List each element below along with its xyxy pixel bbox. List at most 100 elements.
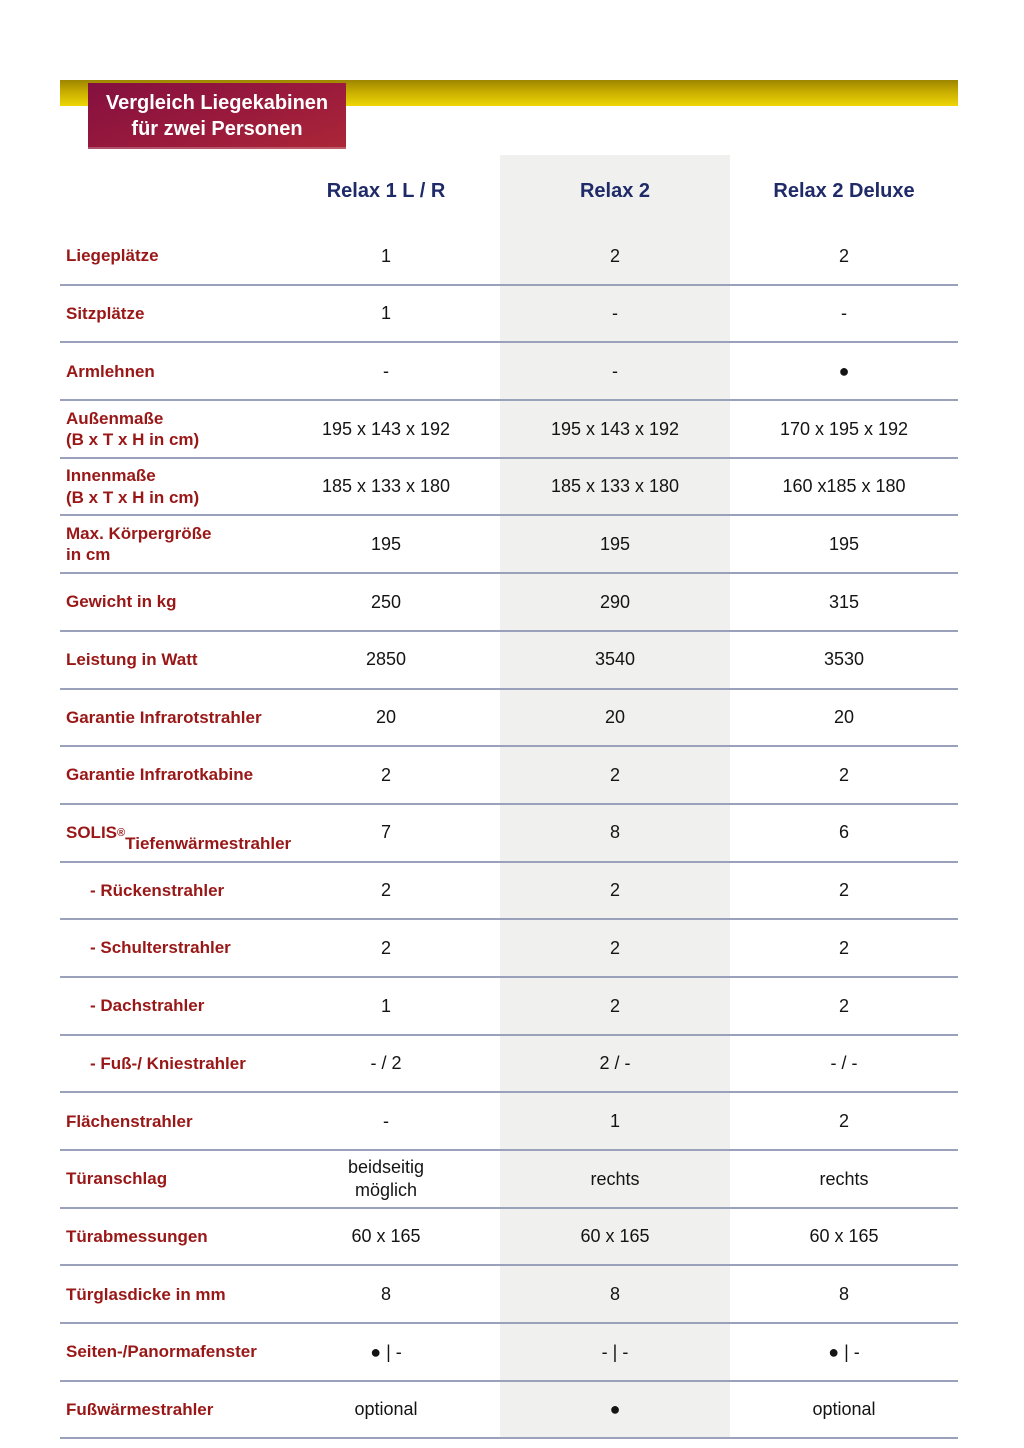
cell-value: 8 (500, 804, 730, 861)
row-label: Garantie Infrarotkabine (66, 765, 254, 785)
table-row: Türglasdicke in mm 8 8 8 (60, 1266, 958, 1325)
cell-value: rechts (500, 1151, 730, 1207)
cell-value: 6 (838, 822, 849, 843)
row-label: Max. Körpergröße in cm (66, 524, 212, 565)
cell-value: 2 (838, 1110, 849, 1131)
row-label: Leistung in Watt (66, 650, 198, 670)
row-label: - Schulterstrahler (90, 938, 231, 958)
row-label: Gewicht in kg (66, 592, 177, 612)
cell-value: 195 x 143 x 192 (321, 418, 451, 439)
table-row: - Rückenstrahler 2 2 2 (60, 862, 958, 921)
table-header-row: Relax 1 L / R Relax 2 Relax 2 Deluxe (60, 155, 958, 228)
table-row: Garantie Infrarotstrahler 20 20 20 (60, 689, 958, 748)
cell-value: 8 (838, 1283, 849, 1304)
row-label: Fußwärmestrahler (66, 1399, 214, 1419)
table-row: Leistung in Watt 2850 3540 3530 (60, 631, 958, 690)
cell-value: 2 (500, 977, 730, 1034)
row-label: Armlehnen (66, 361, 155, 381)
cell-value: 2850 (365, 649, 407, 670)
row-label: Türabmessungen (66, 1226, 208, 1246)
table-row: Türanschlag beidseitig möglich rechts recht… (60, 1151, 958, 1209)
table-row: Liegeplätze 1 2 2 (60, 228, 958, 286)
cell-value: 60 x 165 (809, 1226, 879, 1247)
row-label: - Rückenstrahler (90, 880, 225, 900)
cell-value: - (383, 360, 389, 381)
cell-value: 2 (838, 995, 849, 1016)
cell-value: 195 x 143 x 192 (500, 401, 730, 457)
cell-value: 7 (380, 822, 391, 843)
table-row: Garantie Infrarotkabine 2 2 2 (60, 747, 958, 805)
row-label: Innenmaße (B x T x H in cm) (66, 466, 200, 507)
cell-value: - / 2 (370, 1053, 402, 1074)
cell-value: ● (500, 1381, 730, 1438)
row-label: - Dachstrahler (90, 996, 205, 1016)
comparison-table: Relax 1 L / R Relax 2 Relax 2 Deluxe Lie… (60, 155, 958, 1440)
cell-value: 2 (500, 747, 730, 803)
table-row: Sitzplätze 1 - - (60, 285, 958, 344)
cell-value: ● | - (370, 1341, 402, 1362)
cell-value: 20 (833, 707, 855, 728)
row-label: SOLIS ® Tiefenwärmestrahler (66, 823, 292, 853)
cell-value: - / - (830, 1053, 858, 1074)
cell-value: 315 (828, 591, 860, 612)
table-row: Armlehnen - - ● (60, 343, 958, 402)
page-title-line2: für zwei Personen (131, 118, 303, 140)
cell-value: - (841, 303, 847, 324)
cell-value: 1 (380, 245, 391, 266)
cell-value: 3540 (500, 631, 730, 688)
cell-value: - (500, 343, 730, 400)
cell-value: 290 (500, 574, 730, 630)
column-header-relax-2: Relax 2 (500, 155, 730, 228)
cell-value: 195 (828, 534, 860, 555)
table-row: SOLIS ® Tiefenwärmestrahler 7 8 6 (60, 804, 958, 863)
cell-value: 195 (370, 534, 402, 555)
cell-value: 195 (500, 516, 730, 573)
column-header-relax-2-deluxe: Relax 2 Deluxe (773, 180, 915, 202)
cell-value: optional (812, 1399, 876, 1420)
cell-value: beidseitig möglich (347, 1157, 425, 1200)
cell-value: - (500, 285, 730, 342)
cell-value: 2 (500, 920, 730, 976)
cell-value: 2 (838, 880, 849, 901)
cell-value: 250 (370, 591, 402, 612)
table-row: Max. Körpergröße in cm 195 195 195 (60, 516, 958, 575)
cell-value: 2 (500, 862, 730, 919)
table-row: Seiten-/Panormafenster ● | - - | - ● | - (60, 1324, 958, 1382)
row-label: Liegeplätze (66, 246, 159, 266)
table-row: Flächenstrahler - 1 2 (60, 1093, 958, 1151)
column-header-relax-1: Relax 1 L / R (326, 180, 446, 202)
cell-value: 160 x185 x 180 (782, 476, 906, 497)
row-label: - Fuß-/ Kniestrahler (90, 1053, 246, 1073)
table-row: Außenmaße (B x T x H in cm) 195 x 143 x 19… (60, 401, 958, 459)
table-row: Türabmessungen 60 x 165 60 x 165 60 x 165 (60, 1208, 958, 1267)
cell-value: optional (354, 1399, 418, 1420)
row-label: Sitzplätze (66, 303, 145, 323)
table-row: - Fuß-/ Kniestrahler - / 2 2 / - - / - (60, 1035, 958, 1094)
comparison-table-body: Liegeplätze 1 2 2 Sitzplätze 1- - Armlehnen - - ● A… (60, 228, 958, 1440)
cell-value: 60 x 165 (351, 1226, 421, 1247)
cell-value: 20 (375, 707, 397, 728)
cell-value: 20 (500, 689, 730, 746)
cell-value: 1 (380, 995, 391, 1016)
cell-value: - | - (500, 1324, 730, 1380)
table-row: - Schulterstrahler 2 2 2 (60, 920, 958, 978)
table-row: - Dachstrahler 1 2 2 (60, 977, 958, 1036)
cell-value: 2 (380, 880, 391, 901)
cell-value: 2 (838, 245, 849, 266)
cell-value: rechts (819, 1168, 869, 1189)
page-title-line1: Vergleich Liegekabinen (105, 92, 329, 114)
row-label: Türanschlag (66, 1169, 168, 1189)
cell-value: 2 (500, 228, 730, 284)
cell-value: 2 (838, 764, 849, 785)
table-row: Gewicht in kg 250 290 315 (60, 574, 958, 632)
row-label: Seiten-/Panormafenster (66, 1342, 257, 1362)
cell-value: 1 (500, 1093, 730, 1149)
cell-value: 185 x 133 x 180 (321, 476, 451, 497)
header-spacer (60, 155, 272, 228)
cell-value: 2 (380, 937, 391, 958)
row-label: Türglasdicke in mm (66, 1284, 226, 1304)
cell-value: 170 x 195 x 192 (779, 418, 909, 439)
cell-value: 8 (500, 1266, 730, 1323)
cell-value: 2 / - (500, 1035, 730, 1092)
